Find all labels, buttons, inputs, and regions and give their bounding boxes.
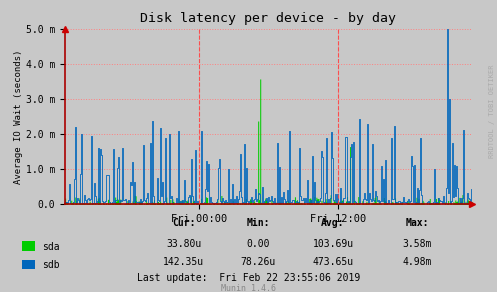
Text: 78.26u: 78.26u: [241, 257, 276, 267]
Text: 0.00: 0.00: [247, 239, 270, 249]
Text: Max:: Max:: [406, 218, 429, 228]
Text: Avg:: Avg:: [321, 218, 345, 228]
Text: sda: sda: [42, 242, 60, 252]
Text: Last update:  Fri Feb 22 23:55:06 2019: Last update: Fri Feb 22 23:55:06 2019: [137, 274, 360, 284]
Y-axis label: Average IO Wait (seconds): Average IO Wait (seconds): [14, 50, 23, 184]
Title: Disk latency per device - by day: Disk latency per device - by day: [140, 12, 397, 25]
Text: 3.58m: 3.58m: [403, 239, 432, 249]
Text: RRDTOOL / TOBI OETIKER: RRDTOOL / TOBI OETIKER: [489, 64, 495, 158]
Text: sdb: sdb: [42, 260, 60, 270]
Text: 33.80u: 33.80u: [166, 239, 201, 249]
Text: Min:: Min:: [247, 218, 270, 228]
Text: 473.65u: 473.65u: [313, 257, 353, 267]
Text: Cur:: Cur:: [172, 218, 196, 228]
Text: Munin 1.4.6: Munin 1.4.6: [221, 284, 276, 292]
Text: 4.98m: 4.98m: [403, 257, 432, 267]
Text: 142.35u: 142.35u: [164, 257, 204, 267]
Text: 103.69u: 103.69u: [313, 239, 353, 249]
